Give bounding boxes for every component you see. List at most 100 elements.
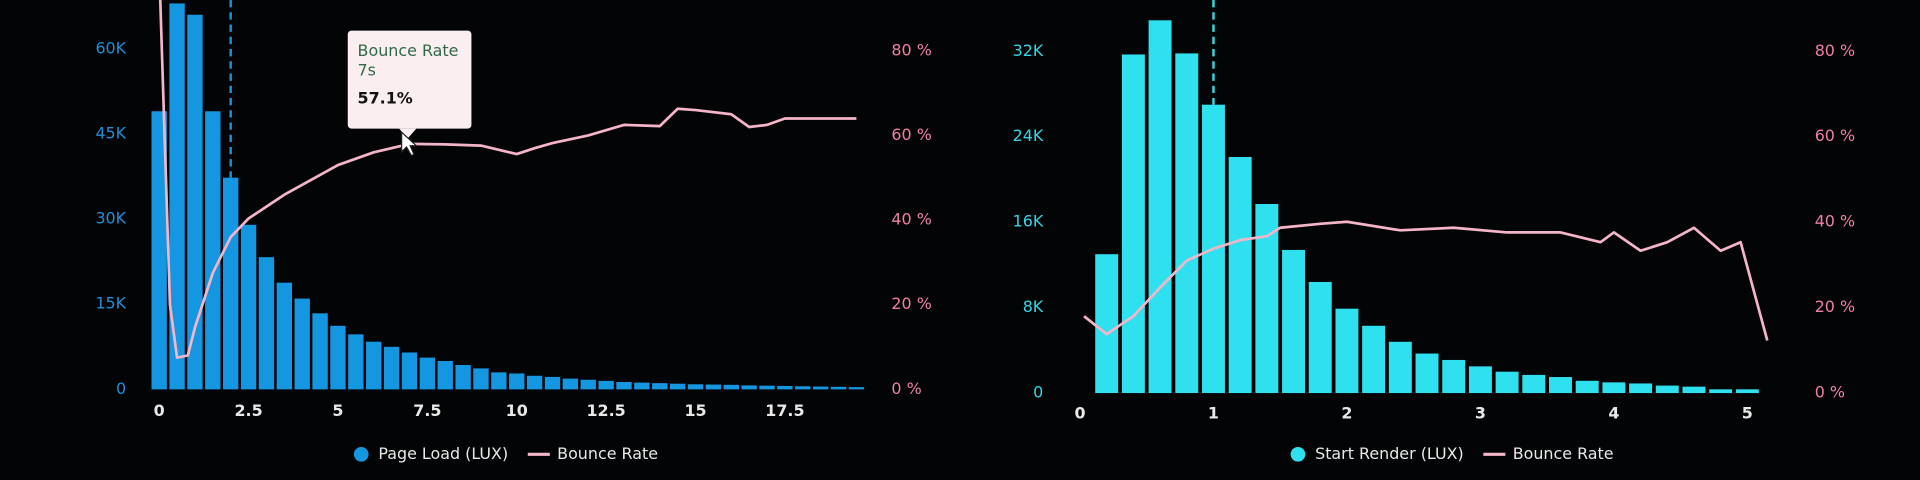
x-tick-label: 15: [684, 401, 706, 420]
bar: [1602, 382, 1626, 394]
bar: [240, 224, 257, 390]
bar: [205, 111, 221, 390]
bar: [741, 385, 757, 390]
x-tick-label: 4: [1608, 403, 1619, 422]
bar: [509, 373, 525, 390]
legend-label: Start Render (LUX): [1315, 444, 1464, 463]
x-tick-label: 7.5: [413, 401, 441, 420]
plot-area: [1083, 0, 1769, 394]
x-tick-label: 17.5: [765, 401, 804, 420]
x-tick-label: 5: [332, 401, 343, 420]
x-tick-label: 2.5: [234, 401, 262, 420]
bar: [455, 364, 471, 390]
bar: [169, 3, 185, 390]
line: [158, 0, 857, 360]
bar: [687, 384, 704, 390]
bar: [812, 386, 829, 390]
bar: [598, 380, 614, 390]
bar: [1095, 254, 1119, 394]
bar: [419, 357, 436, 390]
y2-tick-label: 0 %: [891, 379, 921, 398]
y2-tick-label: 40 %: [891, 210, 931, 229]
y-tick-label: 45K: [95, 123, 126, 142]
bar: [544, 376, 561, 390]
bar: [652, 383, 668, 390]
tooltip-box: [347, 30, 472, 129]
bar: [1549, 377, 1572, 394]
bar: [1282, 249, 1306, 394]
line: [1083, 220, 1769, 341]
bar: [830, 386, 847, 390]
bar: [151, 111, 167, 390]
bar: [294, 298, 310, 390]
x-tick-label: 0: [154, 401, 165, 420]
bar: [705, 384, 722, 390]
y-tick-label: 32K: [1013, 41, 1044, 60]
y-tick-label: 60K: [95, 38, 126, 57]
y2-tick-label: 40 %: [1815, 212, 1855, 231]
bar: [1228, 157, 1252, 394]
bar: [1522, 374, 1546, 394]
bar: [1629, 383, 1653, 394]
bar: [526, 375, 543, 390]
y2-tick-label: 80 %: [1815, 41, 1855, 60]
legend-label: Page Load (LUX): [378, 444, 508, 463]
bar: [562, 378, 579, 390]
bar: [1308, 281, 1332, 394]
bar: [777, 385, 793, 390]
bar: [616, 382, 632, 390]
x-tick-label: 5: [1742, 403, 1753, 422]
bar: [669, 383, 686, 390]
bar: [848, 387, 865, 390]
x-tick-label: 10: [506, 401, 528, 420]
bar: [723, 384, 739, 390]
x-tick-label: 0: [1074, 403, 1085, 422]
bar: [366, 341, 382, 390]
bar: [795, 386, 811, 390]
chart: 0 15K 30K 45K 60K 0 % 20 % 40 % 60 % 80 % 0 2.5 5 7.5…: [95, 0, 932, 463]
legend-marker: [353, 446, 369, 462]
y-tick-label: 0: [116, 379, 126, 398]
bar: [1709, 389, 1733, 394]
tooltip-x: 7s: [358, 61, 376, 80]
bar: [1121, 54, 1145, 394]
y2-tick-label: 60 %: [891, 125, 931, 144]
y-tick-label: 30K: [95, 209, 126, 228]
y2-tick-label: 20 %: [1815, 297, 1855, 316]
bar: [348, 334, 364, 390]
bar: [1575, 380, 1599, 394]
bar: [1335, 308, 1359, 394]
cursor-icon: [401, 130, 418, 157]
bar: [1735, 389, 1759, 394]
y-tick-label: 8K: [1023, 297, 1044, 316]
y2-tick-label: 20 %: [891, 294, 931, 313]
y2-tick-label: 0 %: [1815, 383, 1845, 402]
x-tick-label: 1: [1208, 403, 1219, 422]
bar: [1682, 386, 1706, 394]
y-tick-label: 15K: [95, 294, 126, 313]
tooltip-title: Bounce Rate: [358, 41, 459, 60]
chart: 0 8K 16K 24K 32K 0 % 20 % 40 % 60 % 80 % 0 1 2 3 4 5 Sta…: [1013, 0, 1855, 463]
bar: [437, 361, 453, 390]
bar: [1362, 325, 1386, 394]
legend-label: Bounce Rate: [557, 444, 658, 463]
y2-tick-label: 80 %: [891, 40, 931, 59]
x-tick-label: 12.5: [586, 401, 625, 420]
plot-area: [151, 0, 865, 390]
bar: [1442, 359, 1466, 394]
legend-label: Bounce Rate: [1513, 444, 1614, 463]
x-tick-label: 2: [1341, 403, 1352, 422]
bar: [187, 14, 203, 390]
bar: [258, 257, 275, 390]
bar: [276, 282, 293, 390]
bar: [634, 382, 650, 390]
bar: [383, 346, 400, 390]
y2-tick-label: 60 %: [1815, 126, 1855, 145]
legend-marker: [1290, 446, 1306, 462]
bar: [1255, 204, 1279, 394]
bar: [1148, 20, 1172, 394]
bar: [1495, 371, 1519, 394]
